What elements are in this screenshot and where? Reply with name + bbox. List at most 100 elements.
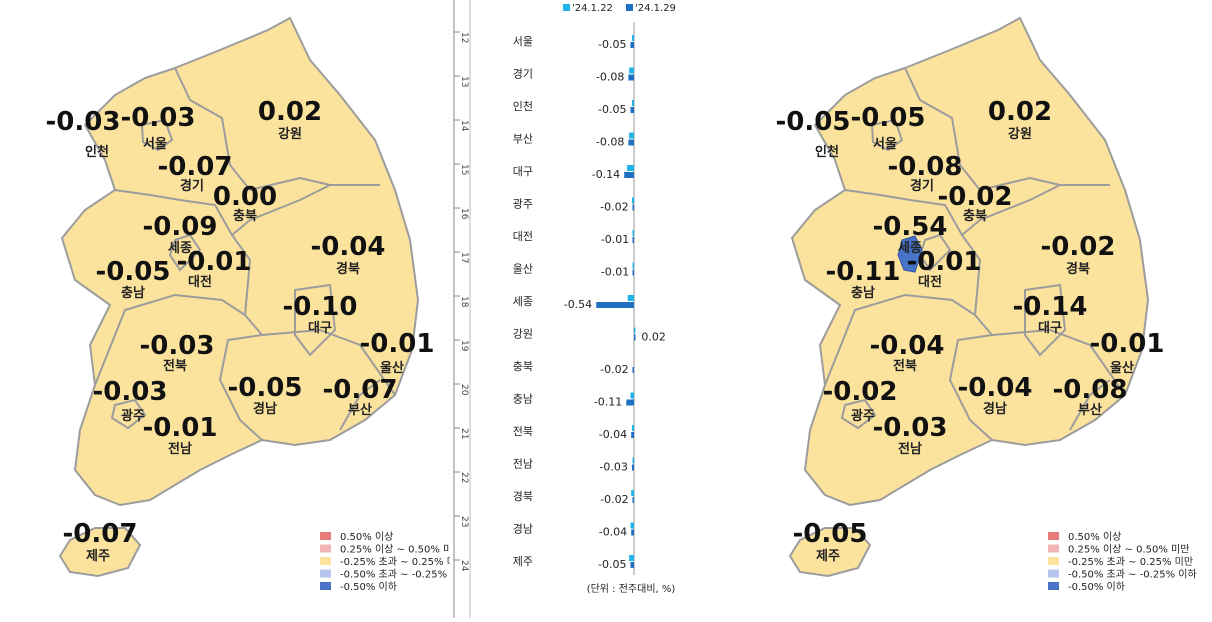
left-region-name-8: 경북 — [336, 261, 360, 277]
category-label-7: 울산 — [513, 263, 533, 276]
border-gwangju — [110, 398, 147, 430]
left-region-name-16: 제주 — [86, 549, 110, 564]
right-region-name-12: 광주 — [851, 409, 875, 424]
left-region-name-2: 강원 — [278, 126, 302, 142]
category-label-12: 전북 — [513, 425, 533, 438]
right-region-name-5: 세종 — [898, 241, 922, 256]
right-region-name-1: 서울 — [873, 136, 897, 152]
left-region-name-15: 전남 — [168, 441, 192, 457]
bar-prev-4 — [627, 165, 634, 171]
left-region-name-7: 충남 — [121, 285, 145, 301]
category-label-1: 경기 — [513, 68, 533, 81]
left-region-name-1: 서울 — [143, 136, 167, 152]
right-region-name-13: 경남 — [983, 401, 1007, 417]
border-busan — [1069, 379, 1111, 431]
data-label-2: -0.05 — [598, 103, 626, 116]
chart-panel: 12 13 14 15 16 17 18 19 20 21 22 23 24 '24.1.22'24.1… — [448, 0, 730, 618]
category-label-5: 광주 — [513, 198, 533, 211]
left-region-value-0: -0.03 — [46, 107, 121, 137]
left-region-value-2: 0.02 — [258, 97, 322, 127]
category-label-10: 충북 — [513, 360, 533, 373]
bar-curr-12 — [631, 432, 634, 438]
left-region-value-12: -0.03 — [93, 377, 168, 407]
data-label-13: -0.03 — [599, 461, 627, 474]
left-region-value-7: -0.05 — [96, 257, 171, 287]
category-label-14: 경북 — [513, 490, 533, 503]
peninsula-shape — [60, 16, 420, 507]
legend-label-2: -0.25% 초과 ~ 0.25% 미만 — [340, 556, 450, 568]
left-region-value-6: -0.01 — [177, 247, 252, 277]
legend-label-1: 0.25% 이상 ~ 0.50% 미만 — [1068, 544, 1189, 556]
category-label-8: 세종 — [513, 295, 533, 308]
side-tick-label-5: 17 — [459, 252, 469, 263]
bar-curr-15 — [631, 529, 634, 536]
left-region-name-6: 대전 — [188, 274, 212, 290]
right-region-name-0: 인천 — [815, 144, 839, 160]
chart-bars: 서울 -0.05 경기 -0.08 인천 -0.05 부산 -0.08 대구 -0.14 광주 -0.… — [513, 35, 666, 571]
data-label-4: -0.14 — [592, 168, 620, 181]
data-label-15: -0.04 — [599, 526, 627, 539]
right-region-name-3: 경기 — [910, 178, 934, 194]
legend-label-2: -0.25% 초과 ~ 0.25% 미만 — [1068, 556, 1193, 568]
data-label-16: -0.05 — [598, 558, 626, 571]
bar-prev-5 — [631, 197, 634, 204]
bar-curr-4 — [624, 172, 634, 178]
bar-prev-3 — [629, 132, 634, 139]
side-tick-label-7: 19 — [459, 340, 469, 352]
left-region-name-13: 경남 — [253, 401, 277, 417]
border-daejeon-sejong — [168, 233, 202, 272]
left-region-value-15: -0.01 — [143, 413, 218, 443]
category-label-9: 강원 — [513, 328, 533, 341]
bar-curr-11 — [626, 399, 634, 406]
legend-label-3: -0.50% 초과 ~ -0.25% 이하 — [1068, 568, 1197, 581]
data-label-5: -0.02 — [600, 201, 628, 214]
sejong-highlight-region — [897, 235, 923, 273]
bar-prev-7 — [632, 262, 634, 269]
unit-note: (단위 : 전주대비, %) — [587, 582, 676, 595]
right-region-value-5: -0.54 — [873, 212, 948, 242]
chart-legend: '24.1.22 '24.1.29 — [563, 3, 676, 14]
border-daegu — [1024, 283, 1067, 357]
left-region-name-9: 대구 — [308, 321, 332, 336]
right-region-name-14: 부산 — [1078, 402, 1102, 418]
category-label-15: 경남 — [513, 523, 533, 536]
border-chungbuk-north — [844, 184, 1061, 237]
bar-prev-2 — [631, 100, 634, 106]
category-label-2: 인천 — [513, 99, 533, 113]
right-region-name-11: 전북 — [893, 358, 917, 374]
border-gyeonggi-gangwon — [174, 67, 380, 192]
data-label-10: -0.02 — [600, 363, 628, 376]
left-region-value-5: -0.09 — [143, 212, 218, 242]
chart-legend-label-1: '24.1.29 — [635, 3, 676, 14]
border-gyeongbuk-south — [991, 328, 1126, 396]
category-label-11: 충남 — [513, 393, 533, 406]
left-region-name-0: 인천 — [85, 144, 109, 160]
right-region-value-12: -0.02 — [823, 377, 898, 407]
korea-landmass — [58, 16, 420, 578]
category-label-16: 제주 — [513, 555, 533, 568]
chart-legend-label-0: '24.1.22 — [572, 3, 613, 14]
left-region-value-8: -0.04 — [311, 232, 386, 262]
bar-curr-7 — [632, 269, 634, 276]
right-region-name-16: 제주 — [816, 549, 840, 564]
bar-curr-3 — [628, 139, 634, 146]
bar-curr-1 — [628, 74, 634, 81]
data-label-8: -0.54 — [564, 298, 592, 311]
province-borders — [94, 67, 396, 441]
side-ruler-ticks: 12 13 14 15 16 17 18 19 20 21 22 23 24 — [454, 31, 469, 572]
legend-swatch-0 — [1048, 532, 1059, 540]
side-tick-label-3: 15 — [459, 164, 469, 175]
category-label-0: 서울 — [513, 35, 533, 48]
border-gyeonggi-gangwon — [904, 67, 1110, 192]
data-label-14: -0.02 — [600, 493, 628, 506]
legend-swatch-0 — [320, 532, 331, 540]
border-daegu — [294, 283, 337, 357]
bar-curr-9 — [634, 334, 636, 341]
data-label-6: -0.01 — [601, 233, 629, 246]
right-region-value-15: -0.03 — [873, 413, 948, 443]
left-region-name-10: 울산 — [380, 360, 404, 376]
